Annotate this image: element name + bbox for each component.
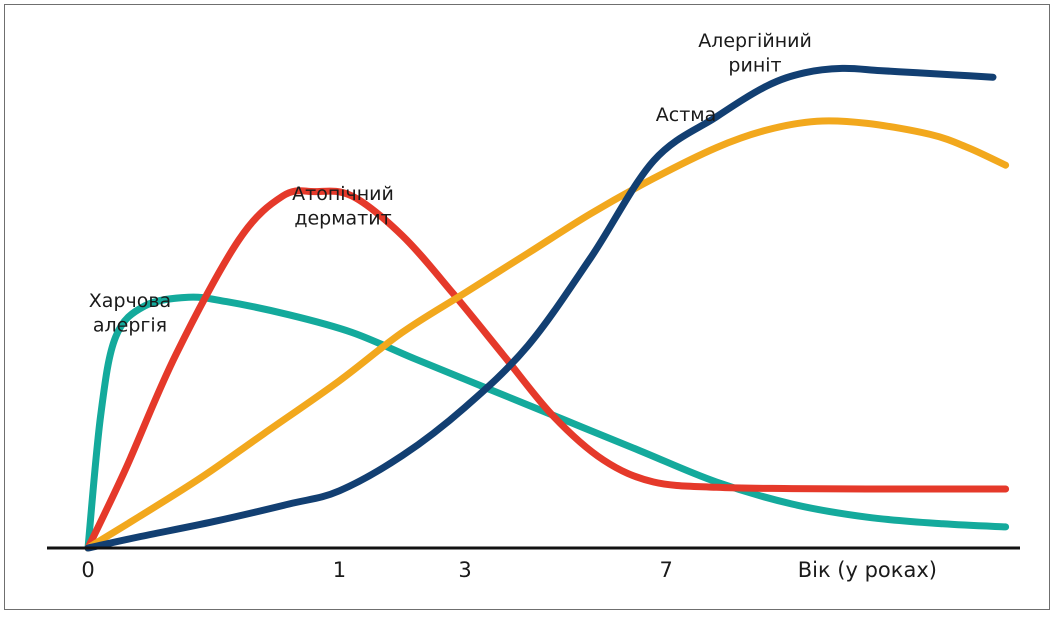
series-line-3	[84, 64, 997, 552]
series-label-line: дерматит	[294, 208, 391, 230]
x-tick-label-2: 3	[458, 558, 471, 582]
chart-frame	[4, 4, 1050, 610]
x-tick-label-0: 0	[81, 558, 94, 582]
tick-label-layer: 0 1 3 7 Вік (у роках)	[81, 558, 937, 582]
series-layer	[84, 64, 1010, 552]
series-line-2	[84, 117, 1010, 552]
x-tick-label-1: 1	[333, 558, 346, 582]
series-line-0	[84, 293, 1010, 552]
series-label-line: риніт	[728, 55, 781, 77]
series-label-line: алергія	[93, 315, 167, 337]
series-label-line: Алергійний	[698, 30, 812, 52]
series-label-0: Харчова алергія	[89, 290, 171, 337]
x-tick-label-4: Вік (у роках)	[798, 558, 937, 582]
series-label-layer: Харчова алергія Атопічний дерматит Астма Алер…	[89, 30, 812, 337]
series-label-1: Атопічний дерматит	[292, 183, 394, 230]
series-label-line: Атопічний	[292, 183, 394, 205]
series-label-line: Астма	[656, 104, 717, 126]
x-tick-label-3: 7	[660, 558, 673, 582]
series-label-3: Алергійний риніт	[698, 30, 812, 77]
series-label-2: Астма	[656, 104, 717, 126]
series-label-line: Харчова	[89, 290, 171, 312]
